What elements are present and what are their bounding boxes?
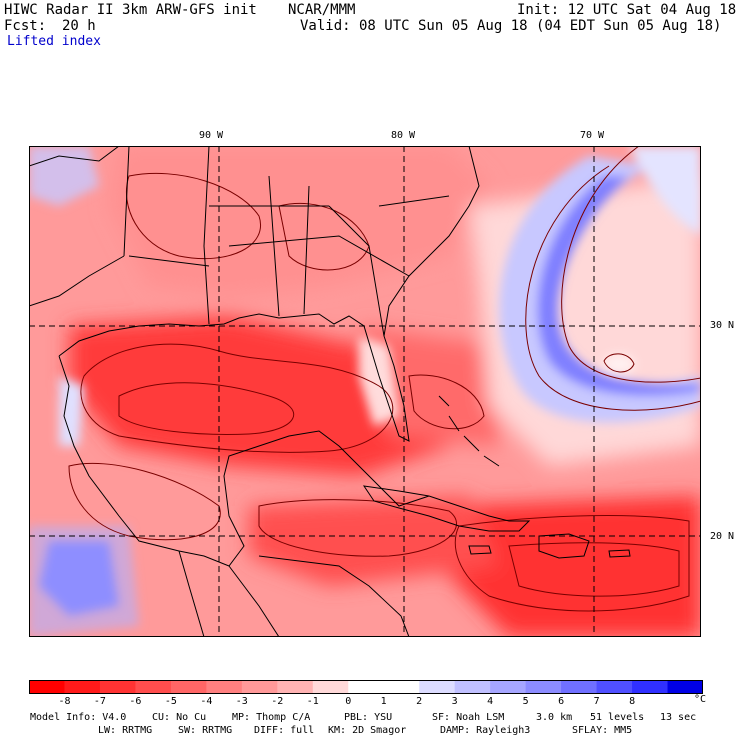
footer-cumulus: CU: No Cu <box>152 712 207 723</box>
colorbar-swatch <box>383 680 420 694</box>
colorbar-unit: °C <box>694 694 707 705</box>
colorbar <box>29 680 703 694</box>
map-frame <box>29 146 701 637</box>
footer-microphysics: MP: Thomp C/A <box>232 712 311 723</box>
colorbar-swatch <box>64 680 101 694</box>
init-time: Init: 12 UTC Sat 04 Aug 18 <box>517 2 737 18</box>
bahamas <box>438 395 500 467</box>
contour-north-1 <box>125 172 261 260</box>
colorbar-tick-label: 2 <box>416 696 423 707</box>
colorbar-swatch <box>596 680 633 694</box>
colorbar-tick-label: 1 <box>380 696 387 707</box>
field-name: Lifted index <box>7 34 101 49</box>
colorbar-swatch <box>454 680 491 694</box>
stable-topleft <box>29 146 99 206</box>
model-title: HIWC Radar II 3km ARW-GFS init <box>4 2 257 18</box>
contour-caribbean-1 <box>454 515 690 612</box>
footer-model-info: Model Info: V4.0 <box>30 712 127 723</box>
contour-swirl <box>525 165 701 411</box>
colorbar-tick-label: 7 <box>593 696 600 707</box>
colorbar-tick-label: 6 <box>558 696 565 707</box>
lat-label-30n: 30 N <box>710 320 735 331</box>
lon-label-80w: 80 W <box>391 130 416 141</box>
colorbar-swatch <box>632 680 669 694</box>
field-strong-gulf <box>69 316 449 476</box>
footer-shortwave: SW: RRTMG <box>178 725 233 736</box>
contour-bahamas <box>408 374 485 430</box>
colorbar-swatch <box>29 680 65 694</box>
contour-swirl-2 <box>561 146 701 383</box>
lon-label-70w: 70 W <box>580 130 605 141</box>
colorbar-swatch <box>525 680 562 694</box>
colorbar-tick-label: -7 <box>93 696 106 707</box>
contour-gulf-2 <box>118 382 294 435</box>
colorbar-swatch <box>490 680 527 694</box>
lon-label-90w: 90 W <box>199 130 224 141</box>
colorbar-tick-label: 0 <box>345 696 352 707</box>
footer-damping: DAMP: Rayleigh3 <box>440 725 531 736</box>
colorbar-tick-label: 5 <box>522 696 529 707</box>
contour-central-1 <box>258 499 457 557</box>
footer-timestep: 13 sec <box>660 712 697 723</box>
jamaica <box>468 545 492 555</box>
colorbar-swatch <box>135 680 172 694</box>
neutral-florida <box>359 336 399 426</box>
lat-label-20n: 20 N <box>710 531 735 542</box>
colorbar-swatch <box>348 680 385 694</box>
forecast-label: Fcst: <box>4 18 47 34</box>
colorbar-tick-label: -2 <box>271 696 284 707</box>
colorbar-swatch <box>206 680 243 694</box>
colorbar-tick-label: -5 <box>164 696 177 707</box>
puerto-rico <box>608 549 631 558</box>
colorbar-swatch <box>170 680 207 694</box>
contour-gulf-1 <box>80 343 394 453</box>
colorbar-tick-label: -3 <box>235 696 248 707</box>
footer-levels: 51 levels <box>590 712 645 723</box>
stable-northeast <box>629 146 701 236</box>
colorbar-tick-label: -8 <box>58 696 71 707</box>
forecast-hour: 20 h <box>62 18 96 34</box>
contour-caribbean-2 <box>508 542 680 597</box>
colorbar-tick-label: 3 <box>451 696 458 707</box>
footer-surface: SF: Noah LSM <box>432 712 505 723</box>
footer-diffusion: DIFF: full <box>254 725 315 736</box>
colorbar-tick-label: 8 <box>629 696 636 707</box>
stable-mexico-coast <box>59 376 84 446</box>
colorbar-swatch <box>99 680 136 694</box>
colorbar-tick-label: 4 <box>487 696 494 707</box>
lifted-index-map <box>29 146 701 637</box>
mexico-border <box>29 146 125 307</box>
footer-resolution: 3.0 km <box>536 712 573 723</box>
central-america-borders <box>178 550 410 637</box>
footer-sflay: SFLAY: MM5 <box>572 725 633 736</box>
colorbar-tick-label: -1 <box>306 696 319 707</box>
footer-pbl: PBL: YSU <box>344 712 393 723</box>
us-state-borders <box>123 146 450 337</box>
colorbar-tick-label: -6 <box>129 696 142 707</box>
colorbar-swatch <box>419 680 456 694</box>
stable-swirl-inner <box>537 176 701 396</box>
contour-mexico <box>68 462 221 541</box>
colorbar-swatch <box>667 680 703 694</box>
valid-time: Valid: 08 UTC Sun 05 Aug 18 (04 EDT Sun … <box>300 18 722 34</box>
footer-longwave: LW: RRTMG <box>98 725 153 736</box>
hispaniola <box>538 533 590 559</box>
colorbar-swatch <box>312 680 349 694</box>
contour-ring <box>603 353 635 373</box>
colorbar-tick-label: -4 <box>200 696 213 707</box>
colorbar-swatch <box>561 680 598 694</box>
colorbar-swatch <box>277 680 314 694</box>
colorbar-swatch <box>241 680 278 694</box>
organization: NCAR/MMM <box>288 2 356 18</box>
stable-yucatan-edge <box>29 526 139 637</box>
footer-km: KM: 2D Smagor <box>328 725 407 736</box>
